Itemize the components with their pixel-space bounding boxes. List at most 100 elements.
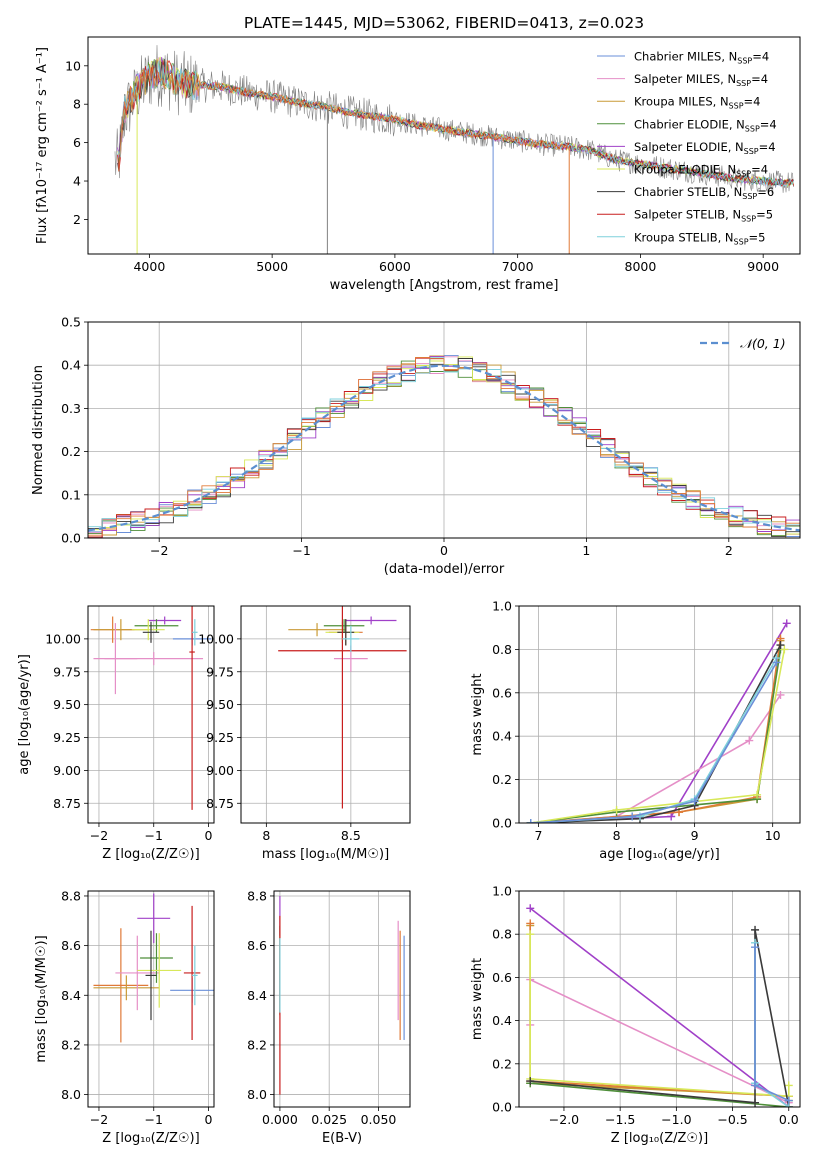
y-tick-label: 8.4 [247, 988, 267, 1003]
y-tick-label: 9.50 [53, 697, 81, 712]
axes-frame [87, 321, 801, 539]
x-tick-label: −1 [145, 1112, 163, 1127]
x-tick-label: 0.000 [262, 1112, 298, 1127]
mass-weight-marker [753, 790, 762, 799]
mass-weight-marker [526, 919, 535, 928]
error-bar-point [145, 930, 157, 1021]
legend: 𝒩(0, 1) [700, 336, 786, 351]
mass-weight-line [530, 661, 778, 823]
y-tick-label: 8 [73, 97, 81, 112]
y-tick-label: 6 [73, 135, 81, 150]
x-tick-label: 10 [765, 828, 781, 843]
axes-frame [87, 605, 215, 824]
mass-weight-marker [667, 812, 676, 821]
x-axis-label: Z [log₁₀(Z/Z☉)] [611, 1131, 708, 1146]
figure-title: PLATE=1445, MJD=53062, FIBERID=0413, z=0… [244, 14, 644, 32]
x-tick-label: 0 [440, 543, 448, 558]
y-tick-label: 8.6 [247, 938, 267, 953]
y-tick-label: 0.4 [61, 358, 81, 373]
x-tick-label: 7000 [502, 259, 534, 274]
error-bar-point [192, 945, 198, 1006]
error-bar-point [104, 652, 204, 666]
plot-area [278, 606, 407, 809]
mass-weight-marker [751, 1098, 760, 1107]
error-bar-point [93, 928, 149, 1043]
y-tick-label: 0.0 [492, 816, 512, 831]
x-axis-label: (data-model)/error [384, 562, 505, 577]
legend-label-tail: =5 [749, 230, 766, 244]
y-tick-label: 8.2 [61, 1037, 81, 1052]
y-tick-label: 0.2 [492, 1056, 512, 1071]
x-tick-label: 8.5 [341, 828, 361, 843]
error-bar-point [148, 616, 182, 625]
mass-weight-marker [751, 1081, 760, 1090]
x-axis-label: age [log₁₀(age/yr)] [599, 847, 720, 862]
x-axis-label: mass [log₁₀(M/M☉)] [262, 847, 389, 862]
x-tick-label: −2 [150, 543, 168, 558]
x-tick-label: −1.0 [661, 1112, 691, 1127]
y-axis-label: Normed distribution [31, 365, 46, 495]
y-tick-label: 9.75 [206, 664, 234, 679]
chart-spectrum: 4000 5000 6000 7000 8000 9000 2 4 6 8 10 Chabrier M… [35, 36, 801, 293]
x-tick-label: 7 [535, 828, 543, 843]
y-tick-label: 8.75 [53, 796, 81, 811]
legend-label: Chabrier STELIB, NSSP=6 [634, 185, 774, 201]
x-tick-label: 6000 [379, 259, 411, 274]
mass-weight-marker [751, 925, 760, 934]
legend-label: Kroupa STELIB, NSSP=5 [634, 230, 765, 246]
legend-label: Salpeter MILES, NSSP=4 [634, 72, 768, 88]
y-tick-label: 9.00 [206, 763, 234, 778]
y-tick-label: 8.0 [247, 1087, 267, 1102]
y-tick-label: 9.50 [206, 697, 234, 712]
x-tick-label: −1 [145, 828, 163, 843]
x-axis-label: Z [log₁₀(Z/Z☉)] [102, 1131, 199, 1146]
mass-weight-marker [526, 1077, 535, 1086]
x-tick-label: −2 [90, 828, 108, 843]
x-tick-label: 0.0 [779, 1112, 799, 1127]
y-tick-label: 0.8 [492, 927, 512, 942]
legend-label: Kroupa ELODIE, NSSP=4 [634, 163, 768, 179]
legend-label-tail: =4 [744, 95, 761, 109]
plot-area [526, 619, 791, 823]
model-spectrum-line [117, 61, 794, 188]
y-tick-label: 8.4 [61, 988, 81, 1003]
legend-label-tail: =4 [751, 163, 768, 177]
axes-frame [87, 36, 801, 255]
y-tick-label: 0.0 [61, 531, 81, 546]
legend-label-sub: SSP [744, 147, 759, 156]
x-axis-label: Z [log₁₀(Z/Z☉)] [102, 847, 199, 862]
chart-age-z: −2 −1 0 8.75 9.00 9.25 9.50 9.75 10.00 Z [log₁₀(Z… [17, 605, 215, 862]
y-tick-label: 10 [65, 58, 81, 73]
legend: Chabrier MILES, NSSP=4 Salpeter MILES, NS… [597, 50, 777, 246]
axes-frame [240, 605, 411, 824]
x-tick-label: 2 [725, 543, 733, 558]
error-bar-point [345, 616, 397, 625]
y-tick-label: 0.4 [492, 1013, 512, 1028]
chart-age-mass: 8 8.5 8.75 9.00 9.25 9.50 9.75 10.00 mass [log₁₀… [198, 605, 411, 862]
legend-label-sub: SSP [729, 102, 744, 111]
x-tick-label: 4000 [133, 259, 165, 274]
y-tick-label: 9.25 [53, 730, 81, 745]
legend-label: Salpeter ELODIE, NSSP=4 [634, 140, 776, 156]
gaussian-curve [88, 364, 800, 532]
legend-label: 𝒩(0, 1) [740, 336, 786, 351]
mass-weight-marker [784, 1096, 793, 1105]
axes-frame [518, 890, 801, 1108]
residual-histogram [88, 357, 800, 536]
mass-weight-marker [745, 736, 754, 745]
error-bar-point [115, 935, 160, 1011]
y-axis-label: Flux [fλ10⁻¹⁷ erg cm⁻² s⁻¹ A⁻¹] [35, 47, 50, 244]
y-tick-label: 4 [73, 174, 81, 189]
legend-label-tail: =5 [756, 208, 773, 222]
mass-weight-marker [526, 904, 535, 913]
y-tick-label: 0.3 [61, 401, 81, 416]
x-tick-label: −2.0 [549, 1112, 579, 1127]
x-axis-label: E(B-V) [322, 1131, 362, 1146]
axes-frame [87, 890, 215, 1108]
legend-label-sub: SSP [742, 192, 757, 201]
y-tick-label: 2 [73, 212, 81, 227]
x-tick-label: 0 [205, 828, 213, 843]
error-bar-point [140, 933, 173, 983]
x-tick-label: −1.5 [605, 1112, 635, 1127]
